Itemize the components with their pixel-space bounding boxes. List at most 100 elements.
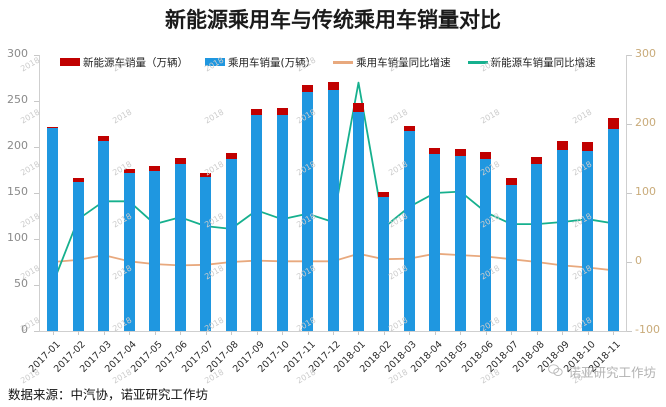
legend-label: 乘用车销量(万辆） xyxy=(228,56,317,69)
bar-passenger-vehicle[interactable] xyxy=(352,112,364,331)
y-tick-label-left: 250 xyxy=(7,93,28,106)
watermark: 诺亚研究工作坊 xyxy=(548,362,656,381)
x-tick xyxy=(511,331,513,335)
bar-passenger-vehicle[interactable] xyxy=(302,91,314,331)
x-tick xyxy=(205,331,207,335)
legend-swatch-line-icon xyxy=(467,60,488,64)
bar-passenger-vehicle[interactable] xyxy=(378,196,390,331)
bar-passenger-vehicle[interactable] xyxy=(98,141,110,331)
bar-passenger-vehicle[interactable] xyxy=(47,127,59,331)
x-tick xyxy=(587,331,589,335)
y-tick-right xyxy=(627,193,632,194)
bar-passenger-vehicle[interactable] xyxy=(72,181,84,331)
legend-item-1[interactable]: 乘用车销量(万辆） xyxy=(205,55,316,70)
x-tick xyxy=(485,331,487,335)
bar-passenger-vehicle[interactable] xyxy=(123,172,135,331)
bar-nev[interactable] xyxy=(276,108,288,115)
page-title: 新能源乘用车与传统乘用车销量对比 xyxy=(165,8,501,32)
bar-nev[interactable] xyxy=(556,140,568,150)
x-tick xyxy=(307,331,309,335)
legend-swatch-bar-icon xyxy=(205,58,225,66)
bar-passenger-vehicle[interactable] xyxy=(531,164,543,331)
y-tick-left xyxy=(34,239,39,240)
x-tick xyxy=(129,331,131,335)
watermark-tile: 2018 xyxy=(19,107,42,126)
x-tick xyxy=(78,331,80,335)
x-tick xyxy=(103,331,105,335)
x-tick xyxy=(154,331,156,335)
bar-nev[interactable] xyxy=(72,178,84,182)
bar-nev[interactable] xyxy=(454,148,466,157)
y-tick-right xyxy=(627,55,632,56)
legend-label: 新能源车销量（万辆） xyxy=(83,56,188,69)
watermark-tile: 2018 xyxy=(19,159,42,178)
bar-nev[interactable] xyxy=(174,158,186,164)
bar-nev[interactable] xyxy=(251,109,263,115)
bar-passenger-vehicle[interactable] xyxy=(403,131,415,331)
x-tick xyxy=(409,331,411,335)
y-tick-label-right: 300 xyxy=(635,47,656,60)
legend-item-0[interactable]: 新能源车销量（万辆） xyxy=(60,55,188,70)
bar-nev[interactable] xyxy=(429,147,441,155)
x-tick xyxy=(460,331,462,335)
legend-item-2[interactable]: 乘用车销量同比增速 xyxy=(333,55,451,70)
y-axis-left-line xyxy=(39,55,40,331)
bar-passenger-vehicle[interactable] xyxy=(149,170,161,331)
bar-nev[interactable] xyxy=(582,142,594,151)
y-tick-left xyxy=(34,193,39,194)
bar-passenger-vehicle[interactable] xyxy=(429,154,441,331)
bar-passenger-vehicle[interactable] xyxy=(556,149,568,331)
legend-item-3[interactable]: 新能源车销量同比增速 xyxy=(467,55,596,70)
x-tick xyxy=(231,331,233,335)
bar-nev[interactable] xyxy=(531,157,543,165)
bar-passenger-vehicle[interactable] xyxy=(251,114,263,331)
y-axis-right-line xyxy=(626,55,627,331)
bar-passenger-vehicle[interactable] xyxy=(480,158,492,331)
bar-nev[interactable] xyxy=(378,192,390,197)
bar-passenger-vehicle[interactable] xyxy=(607,128,619,331)
bar-nev[interactable] xyxy=(327,81,339,90)
x-tick xyxy=(383,331,385,335)
bar-nev[interactable] xyxy=(607,117,619,129)
legend-label: 新能源车销量同比增速 xyxy=(490,56,596,69)
wechat-icon xyxy=(548,362,564,381)
bar-passenger-vehicle[interactable] xyxy=(505,184,517,331)
bar-passenger-vehicle[interactable] xyxy=(327,89,339,331)
y-tick-label-right: -100 xyxy=(635,323,660,336)
y-tick-label-right: 100 xyxy=(635,185,656,198)
x-tick xyxy=(434,331,436,335)
chart-legend: 新能源车销量（万辆） 乘用车销量(万辆） 乘用车销量同比增速 新能源车销量同比增速 xyxy=(60,54,620,70)
x-tick xyxy=(536,331,538,335)
bar-nev[interactable] xyxy=(352,102,364,113)
bar-passenger-vehicle[interactable] xyxy=(225,158,237,331)
bar-passenger-vehicle[interactable] xyxy=(582,150,594,331)
bar-passenger-vehicle[interactable] xyxy=(276,114,288,331)
watermark-text: 诺亚研究工作坊 xyxy=(568,365,656,380)
bar-nev[interactable] xyxy=(47,126,59,128)
bar-nev[interactable] xyxy=(403,125,415,132)
bar-passenger-vehicle[interactable] xyxy=(454,156,466,331)
y-tick-left xyxy=(34,285,39,286)
bar-nev[interactable] xyxy=(200,172,212,178)
y-tick-left xyxy=(34,55,39,56)
y-tick-label-left: 100 xyxy=(7,231,28,244)
source-note: 数据来源：中汽协，诺亚研究工作坊 xyxy=(8,387,209,402)
bar-nev[interactable] xyxy=(98,135,110,142)
y-tick-label-left: 300 xyxy=(7,47,28,60)
bar-nev[interactable] xyxy=(149,166,161,171)
y-tick-right xyxy=(627,331,632,332)
bar-passenger-vehicle[interactable] xyxy=(174,163,186,331)
bar-passenger-vehicle[interactable] xyxy=(200,177,212,331)
x-tick xyxy=(282,331,284,335)
bar-nev[interactable] xyxy=(505,178,517,185)
bar-nev[interactable] xyxy=(302,85,314,92)
y-tick-right xyxy=(627,124,632,125)
legend-swatch-line-icon xyxy=(333,60,354,64)
bar-nev[interactable] xyxy=(123,169,135,173)
bar-nev[interactable] xyxy=(480,151,492,159)
x-tick xyxy=(333,331,334,335)
y-tick-left xyxy=(34,101,39,102)
bar-nev[interactable] xyxy=(225,153,237,159)
x-tick xyxy=(358,331,360,335)
